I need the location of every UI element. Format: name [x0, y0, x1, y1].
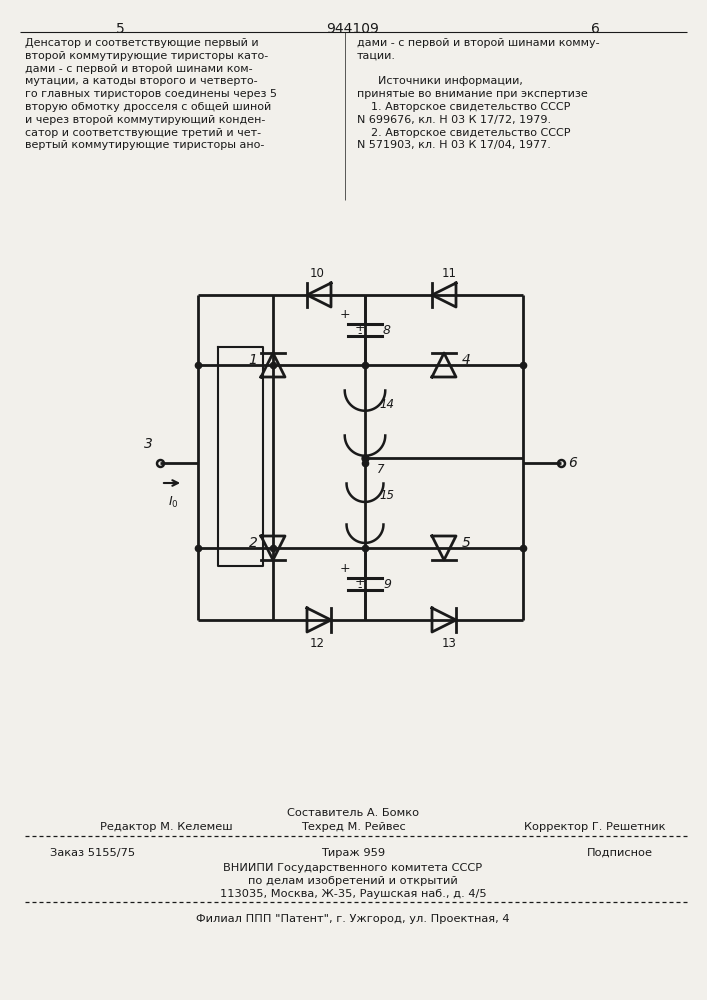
Text: вертый коммутирующие тиристоры ано-: вертый коммутирующие тиристоры ано-: [25, 140, 264, 150]
Text: 13: 13: [442, 637, 457, 650]
Text: 2. Авторское свидетельство СССР: 2. Авторское свидетельство СССР: [357, 128, 571, 138]
Text: Корректор Г. Решетник: Корректор Г. Решетник: [525, 822, 666, 832]
Text: и через второй коммутирующий конден-: и через второй коммутирующий конден-: [25, 115, 265, 125]
Text: 5: 5: [462, 536, 470, 550]
Text: 113035, Москва, Ж-35, Раушская наб., д. 4/5: 113035, Москва, Ж-35, Раушская наб., д. …: [220, 889, 486, 899]
Text: дами - с первой и второй шинами комму-: дами - с первой и второй шинами комму-: [357, 38, 600, 48]
Text: Источники информации,: Источники информации,: [357, 76, 523, 86]
Text: N 699676, кл. Н 03 К 17/72, 1979.: N 699676, кл. Н 03 К 17/72, 1979.: [357, 115, 551, 125]
Text: 11: 11: [441, 267, 457, 280]
Text: Тираж 959: Тираж 959: [321, 848, 385, 858]
Text: +: +: [355, 575, 366, 588]
Text: второй коммутирующие тиристоры като-: второй коммутирующие тиристоры като-: [25, 51, 268, 61]
Text: 15: 15: [379, 489, 394, 502]
Text: 12: 12: [310, 637, 325, 650]
Text: 14: 14: [379, 397, 394, 410]
Text: $I_0$: $I_0$: [168, 495, 178, 510]
Text: 8: 8: [383, 324, 391, 336]
Text: 7: 7: [377, 463, 385, 476]
Text: 6: 6: [568, 456, 578, 470]
Text: Редактор М. Келемеш: Редактор М. Келемеш: [100, 822, 233, 832]
Text: 2: 2: [249, 536, 257, 550]
Text: 4: 4: [462, 353, 470, 367]
Text: -: -: [358, 581, 362, 594]
Text: Техред М. Рейвес: Техред М. Рейвес: [300, 822, 405, 832]
Text: сатор и соответствующие третий и чет-: сатор и соответствующие третий и чет-: [25, 128, 261, 138]
Text: 3: 3: [144, 437, 153, 451]
Text: N 571903, кл. Н 03 К 17/04, 1977.: N 571903, кл. Н 03 К 17/04, 1977.: [357, 140, 551, 150]
Text: Составитель А. Бомко: Составитель А. Бомко: [287, 808, 419, 818]
Text: тации.: тации.: [357, 51, 396, 61]
Text: го главных тиристоров соединены через 5: го главных тиристоров соединены через 5: [25, 89, 277, 99]
Text: принятые во внимание при экспертизе: принятые во внимание при экспертизе: [357, 89, 588, 99]
Text: Заказ 5155/75: Заказ 5155/75: [50, 848, 135, 858]
Text: 6: 6: [590, 22, 600, 36]
Text: 9: 9: [383, 578, 391, 590]
Text: Филиал ППП "Патент", г. Ужгород, ул. Проектная, 4: Филиал ППП "Патент", г. Ужгород, ул. Про…: [197, 914, 510, 924]
Text: по делам изобретений и открытий: по делам изобретений и открытий: [248, 876, 458, 886]
Text: -: -: [358, 327, 362, 340]
Text: 1: 1: [249, 353, 257, 367]
Text: ВНИИПИ Государственного комитета СССР: ВНИИПИ Государственного комитета СССР: [223, 863, 483, 873]
Text: мутации, а катоды второго и четверто-: мутации, а катоды второго и четверто-: [25, 76, 257, 86]
Text: Денсатор и соответствующие первый и: Денсатор и соответствующие первый и: [25, 38, 259, 48]
Text: 10: 10: [310, 267, 325, 280]
Text: 944109: 944109: [327, 22, 380, 36]
Text: 1. Авторское свидетельство СССР: 1. Авторское свидетельство СССР: [357, 102, 571, 112]
Text: +: +: [339, 308, 350, 321]
Text: 5: 5: [116, 22, 124, 36]
Text: +: +: [339, 562, 350, 575]
Text: +: +: [355, 321, 366, 334]
Text: вторую обмотку дросселя с общей шиной: вторую обмотку дросселя с общей шиной: [25, 102, 271, 112]
Text: Подписное: Подписное: [587, 848, 653, 858]
Text: дами - с первой и второй шинами ком-: дами - с первой и второй шинами ком-: [25, 64, 252, 74]
